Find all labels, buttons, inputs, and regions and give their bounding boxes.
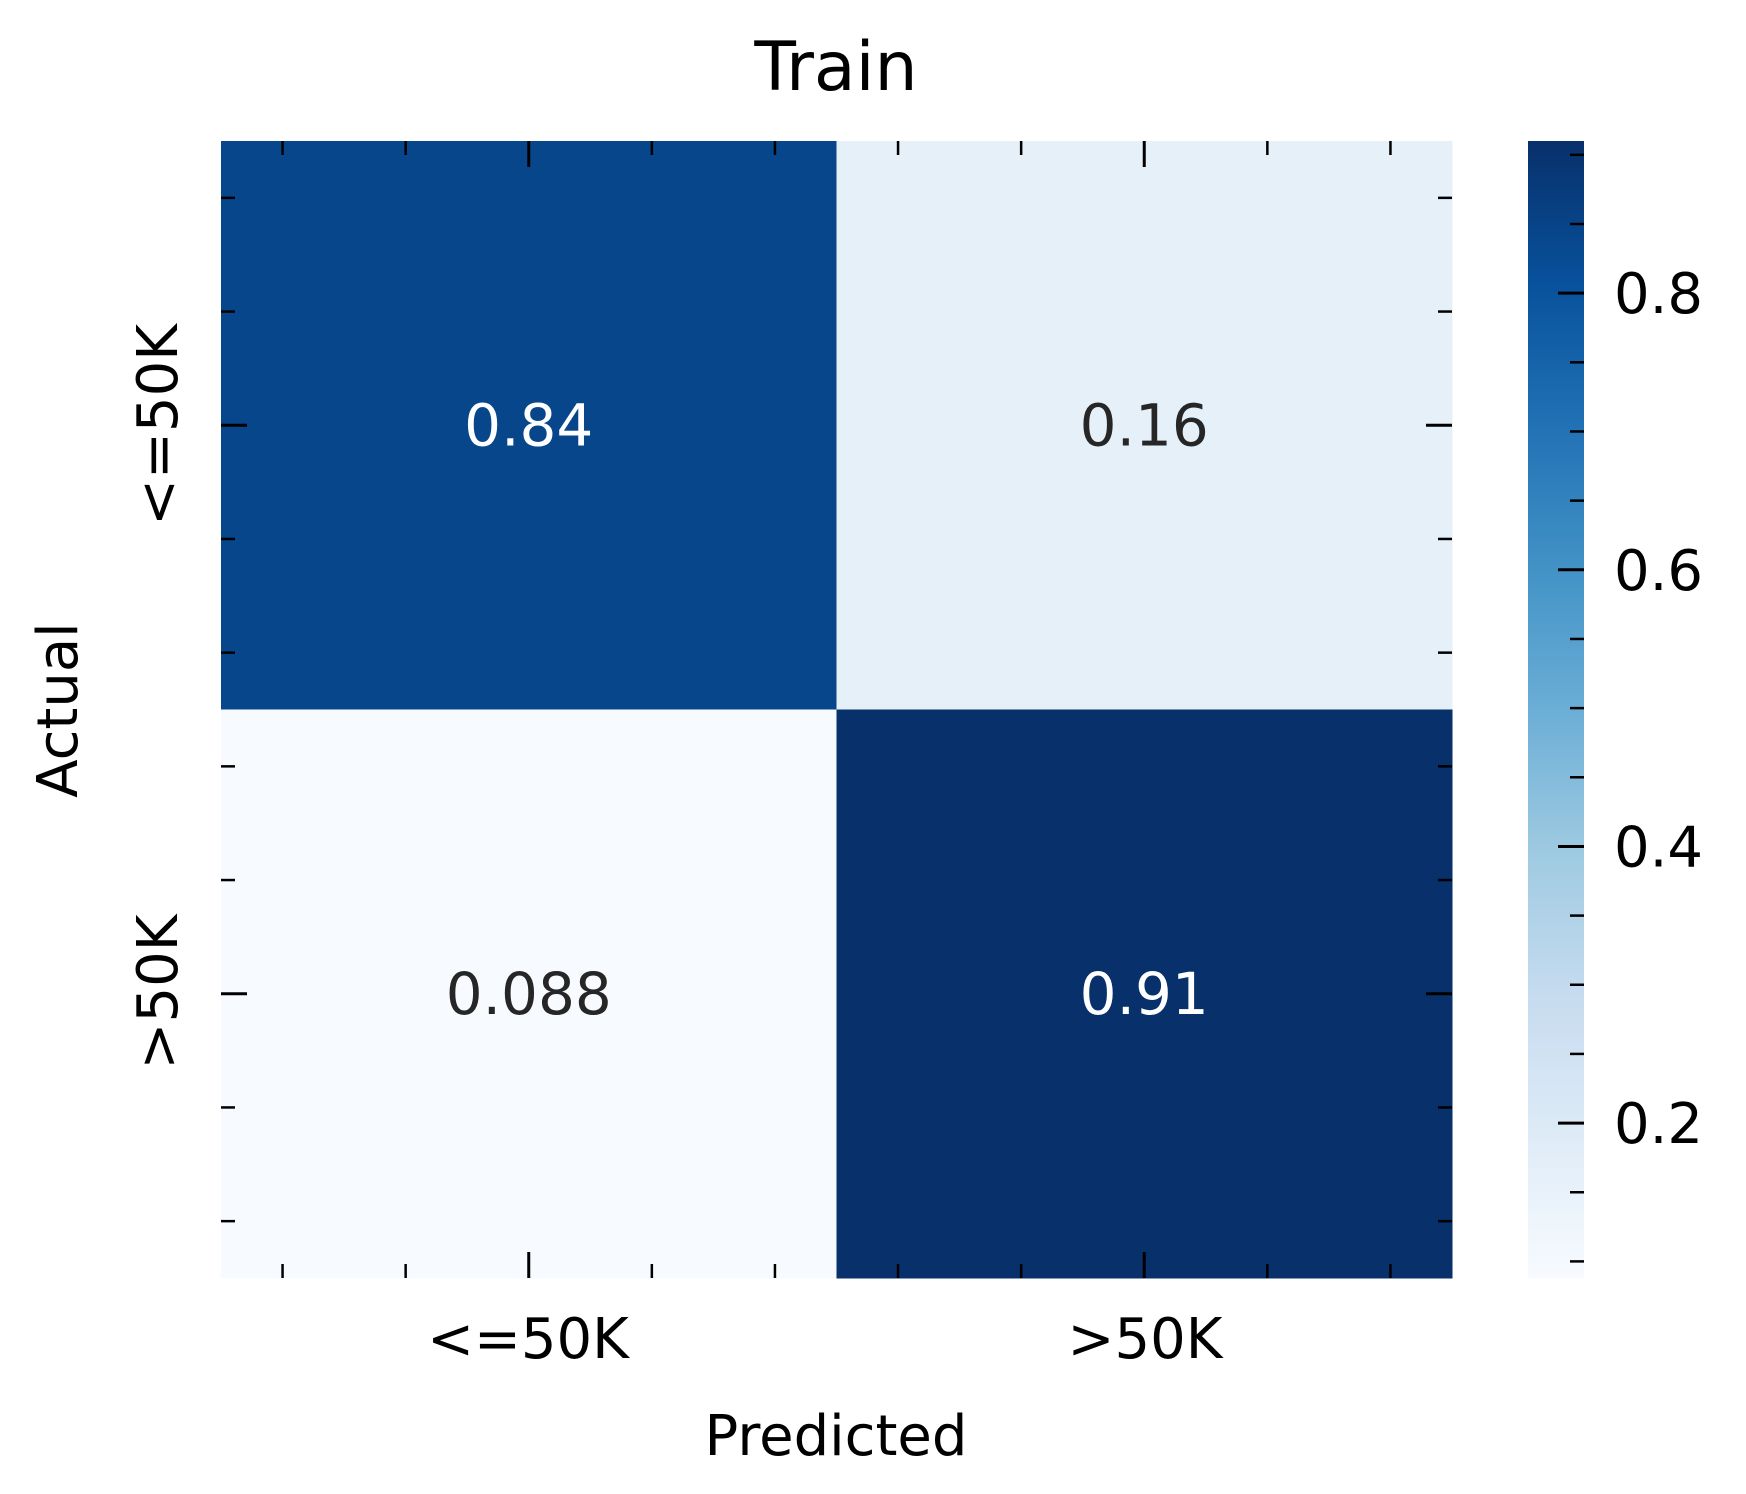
colorbar-tick-labels: 0.2 0.4 0.6 0.8 <box>1614 262 1703 1157</box>
heatmap-cell-labels: 0.84 0.16 0.088 0.91 <box>446 391 1209 1028</box>
heatmap-cell-r1-c0 <box>221 709 837 1279</box>
heatmap-cells <box>221 141 1453 1279</box>
chart-title: Train <box>753 28 917 107</box>
cell-value-r1-c1: 0.91 <box>1080 960 1209 1028</box>
y-axis-label: Actual <box>26 622 91 797</box>
colorbar-tick-label-2: 0.6 <box>1614 539 1703 604</box>
x-axis-label: Predicted <box>705 1404 968 1469</box>
x-tick-label-gt50k: >50K <box>1068 1307 1224 1372</box>
y-tick-label-gt50k: >50K <box>126 913 191 1069</box>
y-tick-label-le50k: <=50K <box>126 323 191 526</box>
x-tick-label-le50k: <=50K <box>427 1307 630 1372</box>
axis-ticks <box>221 141 1452 1278</box>
cell-value-r1-c0: 0.088 <box>446 960 612 1028</box>
heatmap-cell-r0-c0 <box>221 141 837 710</box>
colorbar <box>1528 141 1584 1278</box>
colorbar-tick-label-3: 0.8 <box>1614 262 1703 327</box>
heatmap-cell-r1-c1 <box>836 709 1453 1279</box>
colorbar-tick-label-1: 0.4 <box>1614 815 1703 880</box>
colorbar-tick-label-0: 0.2 <box>1614 1092 1703 1157</box>
cell-value-r0-c1: 0.16 <box>1080 391 1209 459</box>
colorbar-ticks <box>1558 153 1584 1263</box>
heatmap-cell-r0-c1 <box>836 141 1453 710</box>
cell-value-r0-c0: 0.84 <box>464 391 593 459</box>
